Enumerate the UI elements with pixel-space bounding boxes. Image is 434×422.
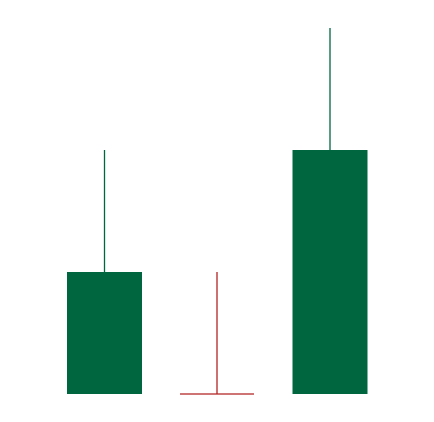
candle-1-body [67, 272, 142, 394]
candle-1 [67, 150, 142, 394]
candle-3 [292, 28, 368, 394]
candle-2 [180, 272, 254, 395]
candle-3-body [292, 150, 368, 394]
